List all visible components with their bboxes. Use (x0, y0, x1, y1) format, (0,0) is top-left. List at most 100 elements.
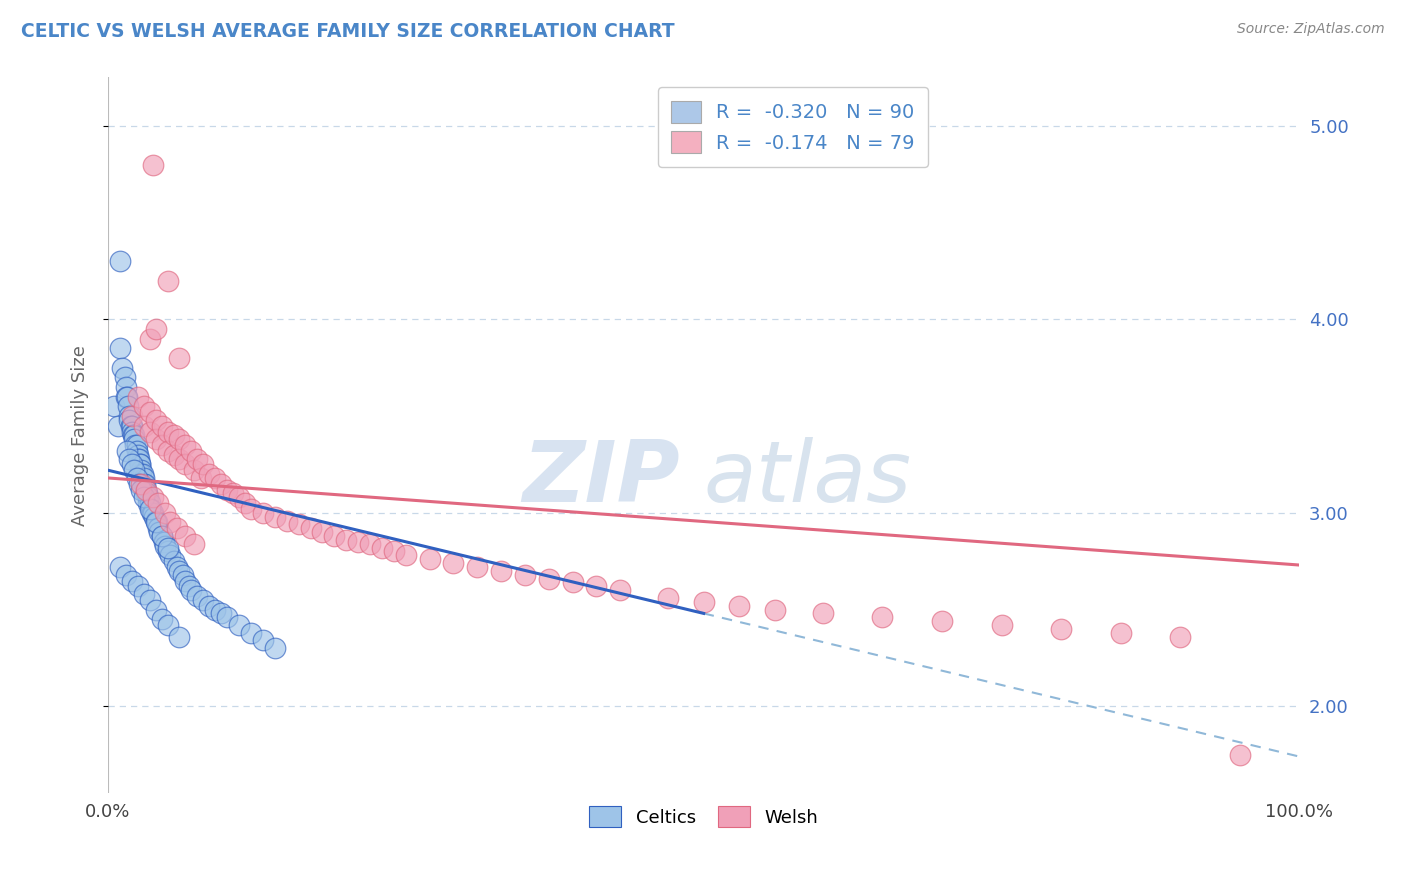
Point (136, 486, 159, 500)
Point (233, 496, 256, 510)
Point (117, 400, 139, 414)
Point (169, 630, 191, 644)
Point (198, 467, 221, 481)
Point (239, 502, 262, 516)
Point (121, 409, 143, 423)
Point (443, 556, 465, 570)
Point (287, 517, 309, 532)
Point (183, 537, 205, 551)
Point (127, 448, 149, 462)
Point (150, 529, 173, 543)
Point (1168, 630, 1191, 644)
Point (204, 602, 226, 616)
Point (204, 471, 226, 485)
Point (138, 502, 160, 516)
Point (132, 400, 155, 414)
Text: ZIP: ZIP (522, 437, 681, 520)
Point (129, 458, 152, 472)
Point (217, 610, 239, 624)
Point (159, 516, 181, 530)
Point (657, 591, 679, 605)
Point (141, 506, 163, 520)
Point (142, 506, 165, 520)
Point (138, 425, 160, 439)
Point (111, 360, 134, 375)
Point (148, 525, 170, 540)
Point (180, 583, 202, 598)
Point (132, 587, 155, 601)
Point (115, 567, 138, 582)
Point (489, 564, 512, 578)
Point (131, 463, 153, 477)
Point (209, 607, 232, 621)
Point (128, 451, 150, 466)
Point (156, 443, 179, 458)
Point (121, 418, 143, 433)
Point (252, 633, 274, 648)
Point (108, 254, 131, 268)
Point (180, 443, 202, 458)
Point (156, 274, 179, 288)
Point (186, 589, 208, 603)
Point (114, 370, 136, 384)
Point (103, 400, 125, 414)
Point (276, 514, 298, 528)
Point (118, 413, 141, 427)
Point (127, 451, 149, 466)
Point (728, 599, 751, 613)
Point (150, 529, 173, 543)
Legend: Celtics, Welsh: Celtics, Welsh (582, 799, 825, 834)
Point (311, 525, 333, 540)
Point (138, 496, 160, 510)
Point (990, 618, 1012, 632)
Point (193, 458, 215, 472)
Point (131, 476, 153, 491)
Point (153, 534, 176, 549)
Point (131, 483, 153, 497)
Point (537, 572, 560, 586)
Point (145, 516, 167, 530)
Point (135, 486, 157, 500)
Point (121, 425, 143, 439)
Point (129, 458, 152, 472)
Point (561, 575, 583, 590)
Point (108, 341, 131, 355)
Point (335, 533, 357, 547)
Point (135, 483, 157, 497)
Point (131, 467, 153, 481)
Point (121, 458, 143, 472)
Point (127, 579, 149, 593)
Point (382, 544, 405, 558)
Point (125, 471, 148, 485)
Point (124, 438, 146, 452)
Point (153, 539, 176, 553)
Point (146, 516, 169, 530)
Point (138, 491, 160, 505)
Point (142, 157, 165, 171)
Point (872, 610, 894, 624)
Point (186, 451, 208, 466)
Point (371, 541, 394, 555)
Point (174, 529, 197, 543)
Point (359, 537, 381, 551)
Point (131, 467, 153, 481)
Point (156, 541, 179, 555)
Point (132, 418, 155, 433)
Point (138, 332, 160, 346)
Point (177, 579, 200, 593)
Point (132, 491, 155, 505)
Point (209, 476, 232, 491)
Point (162, 428, 184, 442)
Point (811, 607, 834, 621)
Point (190, 471, 212, 485)
Point (145, 413, 167, 427)
Point (156, 425, 179, 439)
Point (150, 418, 173, 433)
Point (931, 614, 953, 628)
Point (135, 483, 157, 497)
Point (146, 521, 169, 535)
Point (183, 463, 205, 477)
Point (145, 432, 167, 446)
Text: Source: ZipAtlas.com: Source: ZipAtlas.com (1237, 22, 1385, 37)
Point (138, 496, 160, 510)
